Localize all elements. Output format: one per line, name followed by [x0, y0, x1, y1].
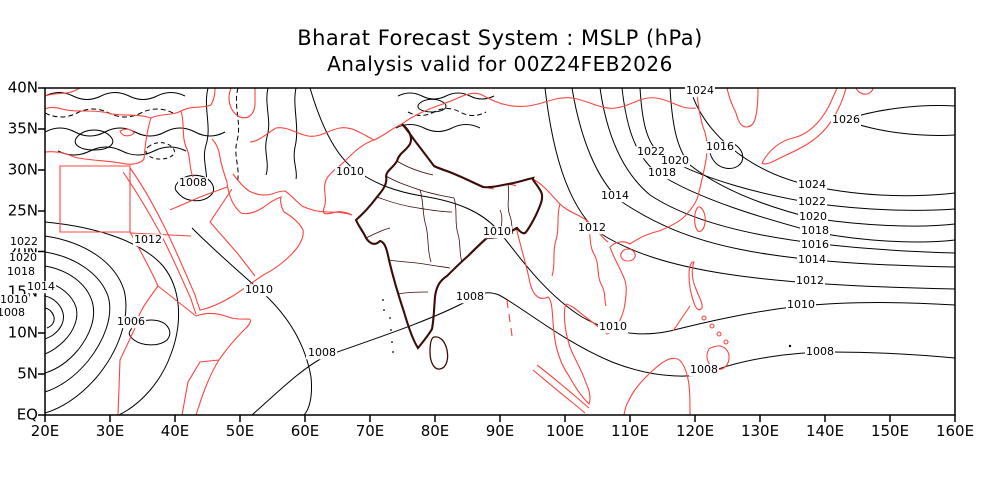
isobar-1018-w: [45, 265, 95, 374]
isobar-1014: [571, 88, 955, 268]
mindanao: [706, 345, 730, 370]
andaman-islands: [506, 299, 513, 337]
visayas-island: [701, 315, 707, 321]
chart-title: Bharat Forecast System : MSLP (hPa): [297, 26, 703, 50]
x-axis-ticks: [44, 415, 956, 422]
isobar-contours: [45, 88, 955, 415]
taiwan: [694, 206, 706, 233]
plot-frame: [38, 87, 956, 422]
sri-lanka: [429, 336, 449, 370]
southeast-asia-coast: [515, 88, 708, 405]
isobar-1008-w: [45, 307, 55, 329]
isobar-1016: [599, 88, 955, 254]
turkey-iran-borders: [150, 88, 216, 178]
isobar-1014-w: [45, 281, 78, 355]
isobar-1012: [544, 88, 955, 290]
isobar-1012-w: [45, 221, 180, 415]
hainan: [620, 248, 636, 262]
isobar-1022-w: [45, 235, 127, 414]
isobar-1020: [669, 88, 955, 227]
visayas-island: [709, 323, 715, 329]
borneo: [623, 357, 691, 415]
y-axis-ticks: [38, 87, 45, 416]
iran-pakistan-coast: [232, 173, 353, 216]
palawan: [672, 305, 691, 332]
central-asia-borders: [401, 92, 697, 125]
cyprus: [119, 128, 135, 137]
caspian-sea: [228, 88, 256, 119]
mediterranean-coast: [45, 106, 152, 165]
arabian-peninsula: [129, 167, 304, 311]
india-state-boundaries: [365, 160, 514, 295]
saudi-borders: [169, 186, 256, 277]
afghanistan-borders: [249, 127, 375, 143]
indochina-borders: [532, 178, 609, 307]
isobar-1024: [689, 88, 955, 197]
africa-borders: [117, 231, 220, 415]
korea: [726, 88, 759, 128]
isobar-1026: [843, 105, 955, 136]
horn-of-africa: [195, 312, 251, 415]
black-sea-coast: [45, 88, 81, 97]
india-outline: [354, 123, 544, 350]
red-sea-west-coast: [122, 171, 197, 315]
isobar-1006-loop: [128, 319, 171, 346]
hokkaido: [855, 88, 874, 95]
visayas-island: [716, 331, 722, 337]
chart-subtitle: Analysis valid for 00Z24FEB2026: [327, 52, 673, 76]
sumatra: [532, 364, 590, 414]
mesopotamia-border: [211, 138, 228, 183]
isobar-1016-low: [709, 141, 744, 169]
isobar-1020-w: [45, 251, 111, 393]
luzon: [688, 261, 703, 311]
japan: [761, 88, 847, 165]
isobar-1008-loop: [174, 174, 215, 202]
visayas-island: [723, 339, 729, 345]
plot-border: [44, 87, 956, 416]
isobar-1018: [621, 88, 955, 243]
india-boundary: [354, 123, 544, 370]
isobar-1008: [251, 292, 955, 415]
isobar-1010-w: [45, 295, 64, 340]
island-dots: [382, 299, 792, 353]
isobar-1010-arabia: [191, 227, 312, 415]
isobar-1022: [639, 88, 955, 211]
